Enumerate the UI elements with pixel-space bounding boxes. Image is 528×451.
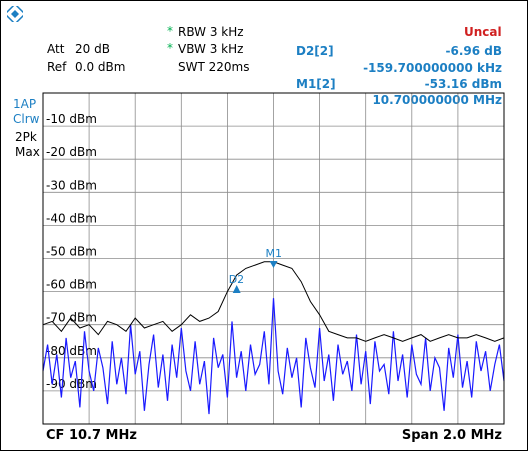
marker-d2-frequency: -159.700000000 kHz	[363, 61, 502, 75]
vbw-setting: VBW 3 kHz	[178, 42, 244, 56]
att-label: Att	[47, 42, 65, 56]
trace-mode: Clrw	[13, 112, 40, 126]
y-tick-label: -30 dBm	[46, 178, 97, 192]
y-tick-label: -70 dBm	[46, 311, 97, 325]
y-tick-label: -90 dBm	[46, 377, 97, 391]
marker-d2-tag: D2	[229, 273, 244, 286]
marker-m1-level: -53.16 dBm	[424, 77, 502, 91]
y-tick-label: -60 dBm	[46, 278, 97, 292]
vbw-star-icon: *	[167, 41, 173, 55]
span: Span 2.0 MHz	[401, 428, 502, 443]
trace2-mode: Max	[15, 145, 40, 159]
chart-markers: M1 D2	[229, 247, 282, 293]
marker-m1-tag: M1	[266, 247, 283, 260]
y-tick-label: -80 dBm	[46, 344, 97, 358]
marker-d2-level: -6.96 dB	[445, 44, 502, 58]
marker-m1-triangle	[269, 260, 278, 268]
y-tick-label: -50 dBm	[46, 245, 97, 259]
plot-border	[42, 92, 505, 425]
marker-m1-frequency: 10.700000000 MHz	[372, 93, 502, 107]
marker-d2-triangle	[232, 284, 241, 293]
rbw-setting: RBW 3 kHz	[178, 25, 244, 39]
att-value: 20 dB	[75, 42, 110, 56]
trace-detector: 1AP	[13, 97, 37, 111]
center-frequency: CF 10.7 MHz	[46, 428, 137, 443]
trace-line-1	[42, 298, 505, 415]
uncal-status: Uncal	[464, 25, 502, 39]
ref-label: Ref	[47, 60, 67, 74]
ref-value: 0.0 dBm	[75, 60, 126, 74]
sweep-time: SWT 220ms	[178, 60, 250, 74]
logo-icon	[7, 6, 23, 22]
y-tick-labels: -10 dBm -20 dBm -30 dBm -40 dBm -50 dBm -60 d…	[46, 112, 97, 391]
y-tick-label: -40 dBm	[46, 211, 97, 225]
rbw-star-icon: *	[167, 24, 173, 38]
y-tick-label: -20 dBm	[46, 145, 97, 159]
marker-m1-label: M1[2]	[296, 77, 336, 91]
y-tick-label: -10 dBm	[46, 112, 97, 126]
marker-d2-label: D2[2]	[296, 44, 334, 58]
chart-grid	[43, 93, 504, 424]
trace2-detector: 2Pk	[15, 130, 37, 144]
